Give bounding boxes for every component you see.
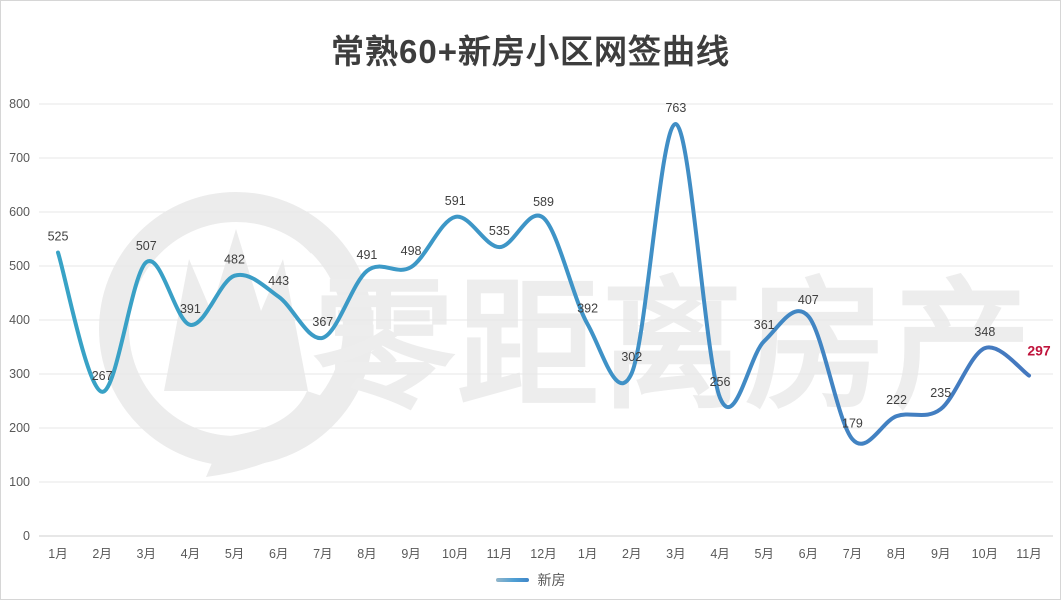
svg-text:763: 763 — [665, 101, 686, 115]
svg-text:443: 443 — [268, 274, 289, 288]
svg-text:348: 348 — [974, 325, 995, 339]
y-axis-labels: 0 100 200 300 400 500 600 700 800 — [9, 97, 30, 543]
svg-text:5月: 5月 — [225, 547, 244, 561]
svg-text:400: 400 — [9, 313, 30, 327]
svg-text:4月: 4月 — [181, 547, 200, 561]
svg-text:235: 235 — [930, 386, 951, 400]
gridlines — [39, 103, 1053, 537]
svg-text:800: 800 — [9, 97, 30, 111]
svg-text:392: 392 — [577, 301, 598, 315]
svg-text:10月: 10月 — [972, 547, 998, 561]
svg-text:600: 600 — [9, 205, 30, 219]
svg-text:1月: 1月 — [48, 547, 67, 561]
svg-text:7月: 7月 — [843, 547, 862, 561]
svg-text:256: 256 — [710, 375, 731, 389]
series-line-new-homes — [56, 121, 1031, 446]
svg-text:12月: 12月 — [530, 547, 556, 561]
svg-text:179: 179 — [842, 416, 863, 430]
legend: 新房 — [1, 567, 1060, 593]
svg-text:6月: 6月 — [269, 547, 288, 561]
svg-text:589: 589 — [533, 195, 554, 209]
svg-text:391: 391 — [180, 302, 201, 316]
svg-text:9月: 9月 — [401, 547, 420, 561]
svg-text:5月: 5月 — [754, 547, 773, 561]
svg-text:10月: 10月 — [442, 547, 468, 561]
svg-text:8月: 8月 — [887, 547, 906, 561]
svg-text:407: 407 — [798, 293, 819, 307]
legend-line-swatch — [495, 578, 529, 582]
svg-text:525: 525 — [48, 230, 69, 244]
x-axis-labels: 1月 2月 3月 4月 5月 6月 7月 8月 9月 10月 11月 12月 1月 2月 3月 4月 5月 6月 7… — [48, 547, 1041, 561]
svg-text:482: 482 — [224, 253, 245, 267]
svg-text:3月: 3月 — [137, 547, 156, 561]
svg-text:222: 222 — [886, 393, 907, 407]
svg-text:2月: 2月 — [92, 547, 111, 561]
svg-text:9月: 9月 — [931, 547, 950, 561]
svg-text:200: 200 — [9, 421, 30, 435]
svg-text:498: 498 — [401, 244, 422, 258]
svg-text:1月: 1月 — [578, 547, 597, 561]
svg-text:361: 361 — [754, 318, 775, 332]
chart-title: 常熟60+新房小区网签曲线 — [331, 33, 730, 70]
svg-text:507: 507 — [136, 239, 157, 253]
svg-text:297: 297 — [1027, 343, 1051, 359]
svg-text:500: 500 — [9, 259, 30, 273]
svg-text:2月: 2月 — [622, 547, 641, 561]
svg-text:302: 302 — [621, 350, 642, 364]
svg-text:100: 100 — [9, 475, 30, 489]
svg-text:11月: 11月 — [1016, 547, 1041, 561]
svg-text:700: 700 — [9, 151, 30, 165]
svg-text:491: 491 — [357, 248, 378, 262]
svg-text:267: 267 — [92, 369, 113, 383]
svg-text:591: 591 — [445, 194, 466, 208]
svg-text:6月: 6月 — [799, 547, 818, 561]
svg-text:535: 535 — [489, 224, 510, 238]
svg-text:300: 300 — [9, 367, 30, 381]
svg-text:3月: 3月 — [666, 547, 685, 561]
legend-series-label: 新房 — [537, 572, 566, 588]
svg-text:11月: 11月 — [487, 547, 512, 561]
svg-text:7月: 7月 — [313, 547, 332, 561]
svg-text:0: 0 — [23, 529, 30, 543]
svg-text:4月: 4月 — [710, 547, 729, 561]
svg-text:367: 367 — [312, 315, 333, 329]
svg-text:8月: 8月 — [357, 547, 376, 561]
